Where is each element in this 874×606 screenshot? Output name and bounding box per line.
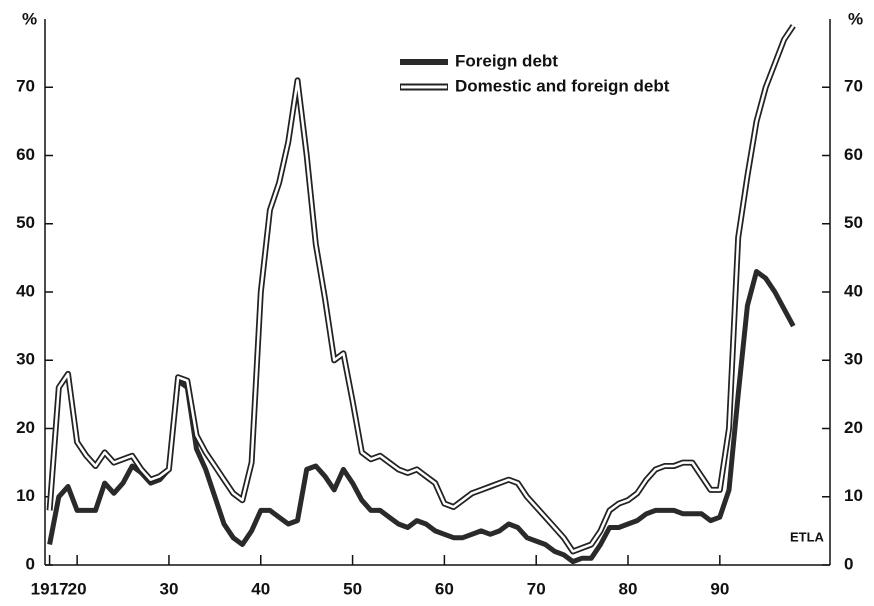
y-tick-label: 20 [16, 418, 35, 437]
annotation: ETLA [790, 529, 825, 544]
x-tick-label: 50 [343, 579, 362, 598]
x-tick-label: 60 [435, 579, 454, 598]
x-tick-label: 70 [527, 579, 546, 598]
y2-tick-label: 60 [844, 145, 863, 164]
y2-tick-label: 0 [844, 554, 853, 573]
y-tick-label: 50 [16, 213, 35, 232]
y2-tick-label: 50 [844, 213, 863, 232]
y-tick-label: 0 [26, 554, 35, 573]
y-tick-label: 70 [16, 77, 35, 96]
y-tick-label: 10 [16, 486, 35, 505]
y2-axis-label: % [848, 9, 863, 28]
legend-label: Domestic and foreign debt [455, 76, 670, 95]
y2-tick-label: 70 [844, 77, 863, 96]
y2-tick-label: 10 [844, 486, 863, 505]
x-tick-label: 40 [251, 579, 270, 598]
line [48, 25, 795, 553]
x-tick-label: 20 [68, 579, 87, 598]
legend-label: Foreign debt [455, 51, 558, 70]
x-tick-label: 90 [710, 579, 729, 598]
y2-tick-label: 20 [844, 418, 863, 437]
y2-tick-label: 30 [844, 350, 863, 369]
y-axis-label: % [22, 9, 37, 28]
y-tick-label: 40 [16, 281, 35, 300]
y-tick-label: 30 [16, 350, 35, 369]
y-tick-label: 60 [16, 145, 35, 164]
x-tick-label: 1917 [31, 579, 69, 598]
x-tick-label: 30 [159, 579, 178, 598]
line [47, 269, 796, 565]
x-tick-label: 80 [619, 579, 638, 598]
y2-tick-label: 40 [844, 281, 863, 300]
